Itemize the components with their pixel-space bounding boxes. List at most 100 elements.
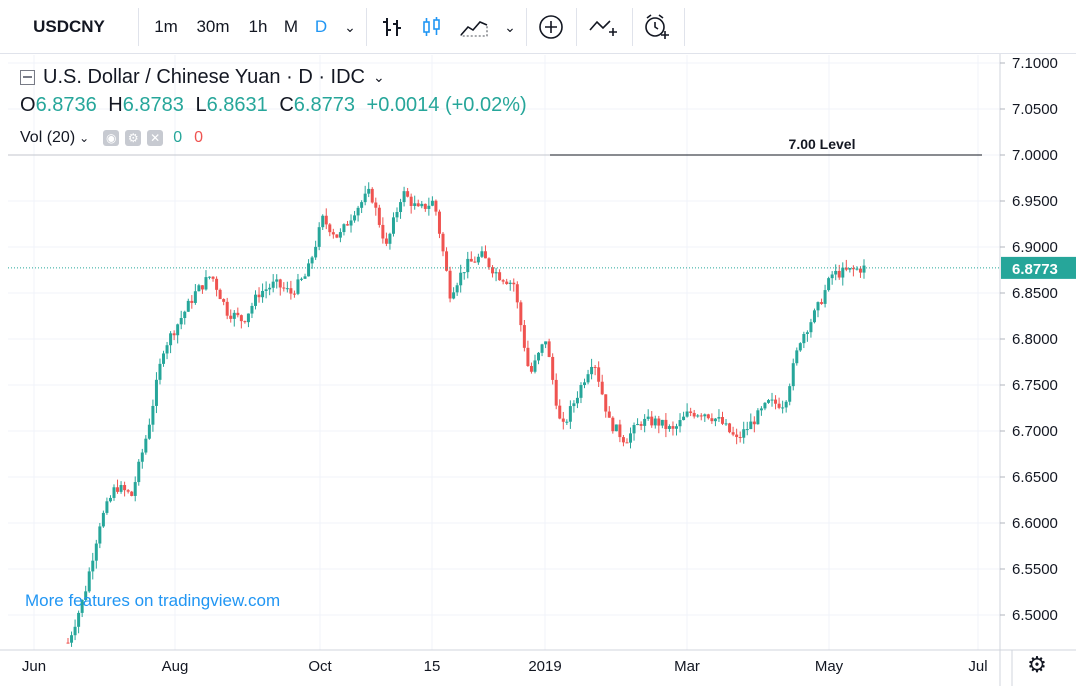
- candle-body: [459, 272, 463, 286]
- candle-body: [529, 366, 533, 372]
- candle-body: [667, 426, 671, 429]
- candle-body: [176, 324, 180, 336]
- candle-body: [522, 325, 526, 348]
- area-chart-icon[interactable]: [456, 0, 492, 54]
- candle-body: [416, 203, 420, 207]
- candle-body: [745, 429, 749, 431]
- y-tick-label: 6.9000: [1012, 239, 1058, 256]
- candle-body: [809, 322, 813, 333]
- interval-M-button[interactable]: M: [283, 17, 299, 36]
- candle-body: [423, 203, 427, 209]
- candle-body: [154, 379, 158, 406]
- candle-body: [469, 258, 473, 262]
- candle-body: [130, 491, 134, 496]
- candle-body: [70, 635, 74, 643]
- gear-icon[interactable]: ⚙: [1027, 652, 1047, 677]
- interval-1h-button[interactable]: 1h: [248, 17, 268, 36]
- y-tick-label: 6.7000: [1012, 423, 1058, 440]
- candle-body: [834, 270, 838, 275]
- candle-body: [349, 220, 353, 226]
- candle-body: [855, 268, 859, 270]
- candle-body: [204, 277, 208, 290]
- candle-body: [437, 211, 441, 234]
- candle-body: [342, 224, 346, 233]
- candle-body: [158, 363, 162, 380]
- candle-body: [508, 282, 512, 284]
- interval-30m-button[interactable]: 30m: [196, 17, 230, 36]
- candle-body: [183, 311, 187, 319]
- candle-body: [537, 352, 541, 361]
- volume-label: Vol (20): [20, 129, 76, 146]
- candle-body: [218, 289, 222, 300]
- candle-body: [430, 200, 434, 206]
- low-value: 6.8631: [206, 94, 268, 116]
- bar-chart-icon[interactable]: [376, 0, 408, 54]
- candle-body: [321, 215, 325, 228]
- add-indicator-icon[interactable]: [534, 0, 568, 54]
- high-value: 6.8783: [122, 94, 184, 116]
- time-axis: Jun Aug Oct 15 2019 Mar May Jul: [0, 649, 1076, 686]
- candle-body: [395, 212, 399, 218]
- close-icon[interactable]: ✕: [147, 130, 164, 146]
- top-toolbar: USDCNY 1m 30m 1h M D ⌄ ⌄: [0, 0, 1076, 54]
- candle-body: [759, 408, 763, 411]
- chevron-down-icon[interactable]: ⌄: [372, 69, 385, 85]
- candle-body: [777, 403, 781, 408]
- interval-1m-button[interactable]: 1m: [154, 17, 178, 36]
- candle-body: [607, 411, 611, 418]
- gear-icon[interactable]: ⚙: [125, 130, 142, 146]
- candle-body: [841, 267, 845, 278]
- candle-body: [685, 411, 689, 417]
- candle-body: [285, 288, 289, 290]
- x-tick-label: Jun: [22, 658, 46, 675]
- candle-body: [377, 207, 381, 225]
- candle-body: [268, 287, 272, 290]
- high-label: H: [108, 94, 123, 116]
- candle-body: [590, 366, 594, 375]
- candles-icon[interactable]: [416, 0, 448, 54]
- candle-body: [254, 294, 258, 306]
- y-tick-label: 6.6500: [1012, 469, 1058, 486]
- candle-body: [501, 280, 505, 282]
- candle-body: [664, 419, 668, 429]
- price-axis: 7.1000 7.0500 7.0000 6.9500 6.9000 6.8500 6.80…: [999, 54, 1058, 686]
- interval-D-button[interactable]: D: [314, 17, 328, 36]
- candle-body: [742, 429, 746, 438]
- candle-body: [692, 412, 696, 417]
- alert-icon[interactable]: [638, 0, 676, 54]
- symbol-search-button[interactable]: USDCNY: [33, 17, 105, 36]
- candle-series: [66, 182, 866, 647]
- candle-body: [798, 343, 802, 351]
- chevron-down-icon[interactable]: ⌄: [504, 18, 516, 35]
- y-tick-label: 7.0000: [1012, 147, 1058, 164]
- compare-icon[interactable]: [584, 0, 624, 54]
- x-tick-label: Aug: [162, 658, 189, 675]
- candle-body: [791, 363, 795, 387]
- candle-body: [823, 290, 827, 304]
- candle-body: [820, 302, 824, 304]
- candle-body: [73, 626, 77, 636]
- tradingview-link[interactable]: More features on tradingview.com: [25, 591, 281, 610]
- symbol-legend: U.S. Dollar / Chinese Yuan · D · IDC ⌄: [20, 66, 385, 89]
- volume-value-up: 0: [173, 129, 183, 146]
- eye-icon[interactable]: ◉: [103, 130, 120, 146]
- candle-body: [126, 490, 130, 492]
- candle-body: [689, 411, 693, 413]
- candle-body: [105, 501, 109, 513]
- candle-body: [713, 418, 717, 422]
- candle-body: [338, 232, 342, 238]
- candle-body: [275, 279, 279, 282]
- candle-body: [717, 417, 721, 419]
- volume-value-down: 0: [194, 129, 204, 146]
- candle-body: [87, 571, 91, 592]
- y-tick-label: 7.0500: [1012, 101, 1058, 118]
- candle-body: [264, 289, 268, 291]
- candle-body: [94, 543, 98, 561]
- chevron-down-icon[interactable]: ⌄: [344, 18, 356, 35]
- chevron-down-icon[interactable]: ⌄: [79, 131, 90, 145]
- candle-body: [600, 381, 604, 395]
- candle-body: [374, 202, 378, 208]
- collapse-legend-icon[interactable]: [20, 70, 35, 85]
- candle-body: [643, 418, 647, 426]
